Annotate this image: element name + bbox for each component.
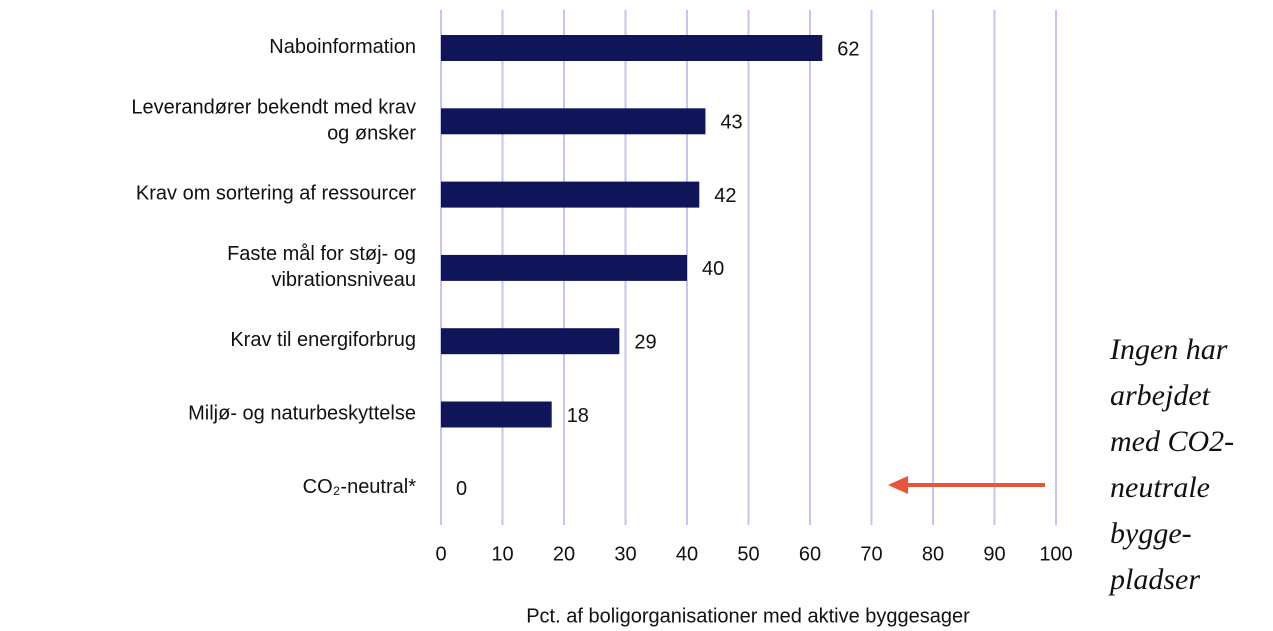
bar [441, 108, 706, 135]
y-tick-label: Miljø- og naturbeskyttelse [188, 403, 416, 425]
value-label: 42 [714, 185, 736, 207]
y-tick-label: Faste mål for støj- og vibrationsniveau [227, 243, 416, 291]
label-line: Miljø- og naturbeskyttelse [188, 403, 416, 425]
y-tick-label: Leverandører bekendt med krav og ønsker [131, 97, 416, 145]
label-line: vibrationsniveau [271, 269, 416, 291]
x-tick-label: 20 [553, 543, 575, 565]
bar [441, 35, 823, 61]
value-label: 40 [702, 258, 724, 280]
annotation-line: med CO2- [1110, 425, 1234, 458]
label-line: Krav om sortering af ressourcer [136, 183, 416, 205]
x-tick-label: 50 [737, 543, 759, 565]
label-line: Leverandører bekendt med krav [131, 97, 416, 119]
value-label: 43 [720, 112, 742, 134]
value-label: 0 [456, 478, 467, 500]
arrow-head [888, 476, 908, 494]
annotation-line: bygge- [1110, 517, 1192, 550]
annotation-line: Ingen har [1109, 333, 1228, 366]
value-label: 18 [567, 405, 589, 427]
y-tick-label: CO₂-neutral* [303, 476, 417, 498]
value-label: 62 [837, 38, 859, 60]
label-line: CO₂-neutral* [303, 476, 417, 498]
x-tick-label: 60 [799, 543, 821, 565]
label-line: og ønsker [327, 123, 416, 145]
annotation-line: pladser [1108, 563, 1200, 596]
x-tick-label: 0 [435, 543, 446, 565]
annotation-line: arbejdet [1110, 379, 1211, 412]
label-line: Krav til energiforbrug [230, 329, 416, 351]
value-label: 29 [634, 331, 656, 353]
bar [441, 328, 620, 355]
annotation-line: neutrale [1110, 471, 1210, 504]
bar [441, 254, 687, 281]
x-axis-label: Pct. af boligorganisationer med aktive b… [526, 605, 970, 627]
y-tick-label: Krav om sortering af ressourcer [136, 183, 416, 205]
label-line: Faste mål for støj- og [227, 243, 416, 265]
bar [441, 181, 700, 208]
x-tick-label: 80 [922, 543, 944, 565]
x-tick-label: 40 [676, 543, 698, 565]
x-tick-label: 30 [614, 543, 636, 565]
x-tick-label: 90 [983, 543, 1005, 565]
y-tick-label: Naboinformation [269, 36, 416, 58]
x-tick-label: 10 [491, 543, 513, 565]
label-line: Naboinformation [269, 36, 416, 58]
x-tick-label: 70 [860, 543, 882, 565]
bar [441, 401, 552, 428]
y-tick-label: Krav til energiforbrug [230, 329, 416, 351]
x-tick-label: 100 [1039, 543, 1072, 565]
